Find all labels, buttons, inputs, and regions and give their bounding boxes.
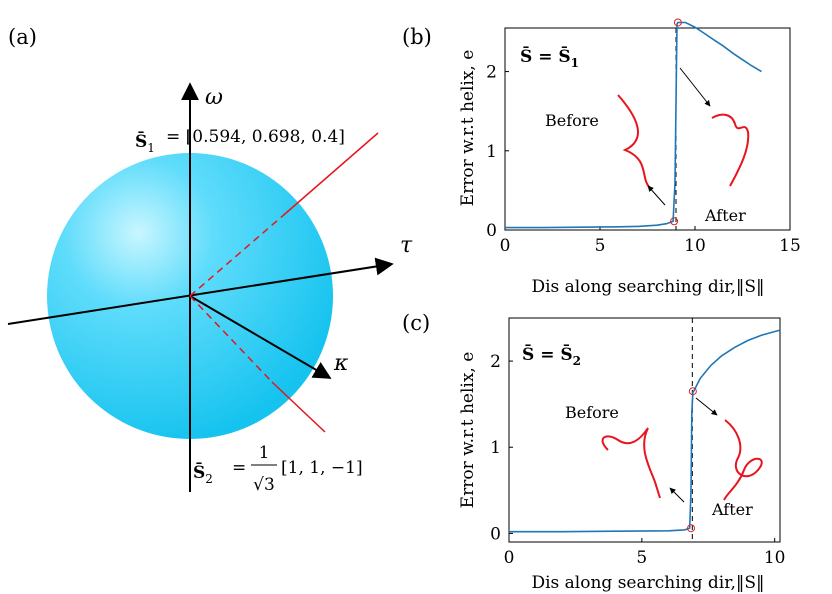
panel-b-xtick-label: 15 <box>779 236 801 256</box>
s1-vector-inside <box>189 212 287 297</box>
panel-c-plot: 0 5 10 0 1 2 <box>490 318 786 568</box>
panel-b-before-label: Before <box>545 111 599 130</box>
panel-b-ytick-label: 1 <box>486 142 497 162</box>
panel-c-title: S̄ = S̄2 <box>522 344 581 368</box>
panel-c: (c) 0 5 10 0 1 2 S̄ = S̄2 Error w.r.t helix, … <box>402 311 786 593</box>
panel-c-before-curve <box>601 427 661 499</box>
panel-b-series-line <box>505 21 762 229</box>
panel-c-xtick-label: 0 <box>504 548 515 568</box>
panel-c-marker <box>686 524 695 533</box>
panel-c-before-label: Before <box>565 403 619 422</box>
panel-c-ylabel: Error w.r.t helix, e <box>458 352 478 509</box>
panel-c-xtick-label: 5 <box>636 548 647 568</box>
panel-c-plot-frame <box>508 317 781 543</box>
s2-symbol: S̄2 <box>193 462 213 486</box>
panel-b: (b) 0 5 10 15 0 1 2 S̄ = S̄1 Error w.r.t helix… <box>402 18 801 297</box>
panel-c-after-label: After <box>711 500 753 519</box>
s2-equals: = <box>232 458 246 478</box>
s1-symbol: S̄1 <box>135 131 155 155</box>
s1-value: = [0.594, 0.698, 0.4] <box>166 127 345 147</box>
s2-frac-den: √3 <box>253 475 275 495</box>
tau-label: τ <box>400 233 413 258</box>
panel-c-after-curve <box>723 419 763 501</box>
kappa-axis <box>189 295 332 379</box>
panel-b-xtick-label: 0 <box>500 236 511 256</box>
panel-c-ytick-label: 2 <box>490 352 501 372</box>
panel-b-ylabel: Error w.r.t helix, e <box>458 50 478 207</box>
panel-b-label: (b) <box>402 25 432 49</box>
panel-b-after-label: After <box>704 206 746 225</box>
panel-c-before-arrow <box>669 487 685 503</box>
panel-c-label: (c) <box>402 311 430 335</box>
panel-b-ytick-label: 0 <box>486 221 497 241</box>
tau-axis <box>7 257 394 325</box>
panel-c-series-line <box>509 329 781 533</box>
panel-c-after-arrow <box>695 397 718 416</box>
s1-vector-outside <box>285 132 379 214</box>
panel-c-xtick-label: 10 <box>764 548 786 568</box>
panel-a-label: (a) <box>8 25 37 49</box>
kappa-label: κ <box>333 351 349 376</box>
panel-b-marker <box>670 217 679 226</box>
panel-b-before-arrow <box>647 185 666 206</box>
s2-vector-outside <box>271 381 326 433</box>
panel-c-xlabel: Dis along searching dir,‖S‖ <box>531 573 764 593</box>
panel-b-plot-frame <box>504 27 791 231</box>
panel-b-after-arrow <box>679 67 711 107</box>
panel-c-ytick-label: 0 <box>490 524 501 544</box>
panel-b-xtick-label: 5 <box>595 236 606 256</box>
panel-b-plot: 0 5 10 15 0 1 2 <box>486 18 801 256</box>
s2-vector-inside <box>189 295 273 383</box>
s2-frac-num: 1 <box>259 443 270 463</box>
panel-b-marker <box>673 18 682 27</box>
panel-c-marker <box>688 387 697 396</box>
panel-b-after-curve <box>711 113 750 187</box>
panel-c-ytick-label: 1 <box>490 438 501 458</box>
panel-b-ytick-label: 2 <box>486 63 497 83</box>
panel-b-xtick-label: 10 <box>684 236 706 256</box>
panel-b-xlabel: Dis along searching dir,‖S‖ <box>531 277 764 297</box>
panel-a: (a) ω τ κ S̄1 = [0.594, 0.698, 0.4] S̄2 … <box>7 25 413 495</box>
panel-b-title: S̄ = S̄1 <box>520 46 579 70</box>
omega-label: ω <box>205 85 223 110</box>
s2-vector-value: [1, 1, −1] <box>281 458 363 478</box>
panel-b-before-curve <box>617 94 651 189</box>
